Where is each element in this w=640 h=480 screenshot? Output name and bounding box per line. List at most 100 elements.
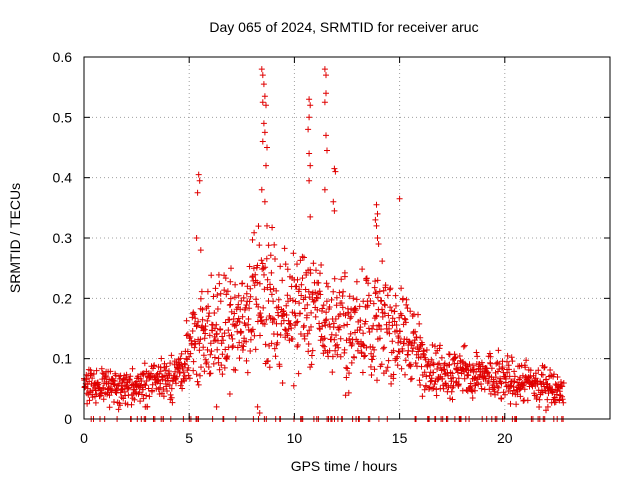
- data-point: [389, 338, 395, 344]
- data-point: [369, 357, 375, 363]
- data-point: [380, 346, 386, 352]
- data-point: [310, 348, 316, 354]
- data-point: [280, 380, 286, 386]
- data-point: [204, 318, 210, 324]
- data-point: [462, 343, 468, 349]
- data-point: [184, 318, 190, 324]
- data-point: [409, 348, 415, 354]
- data-point: [201, 368, 207, 374]
- data-point: [215, 306, 221, 312]
- data-point: [495, 347, 501, 353]
- data-point: [433, 386, 439, 392]
- y-tick-label: 0.4: [53, 170, 73, 186]
- data-point: [263, 102, 269, 108]
- data-point: [283, 327, 289, 333]
- data-point: [232, 367, 238, 373]
- data-point: [360, 330, 366, 336]
- data-point: [246, 316, 252, 322]
- data-point: [291, 383, 297, 389]
- data-point: [322, 99, 328, 105]
- data-point: [525, 397, 531, 403]
- data-point: [310, 260, 316, 266]
- data-point: [233, 322, 239, 328]
- data-point: [399, 366, 405, 372]
- data-point: [344, 322, 350, 328]
- data-point: [206, 313, 212, 319]
- data-point: [268, 270, 274, 276]
- data-point: [385, 364, 391, 370]
- data-point: [474, 353, 480, 359]
- data-point: [222, 365, 228, 371]
- data-point: [273, 353, 279, 359]
- data-point: [324, 280, 330, 286]
- data-point: [187, 375, 193, 381]
- data-point: [373, 289, 379, 295]
- data-point: [404, 297, 410, 303]
- data-point: [417, 377, 423, 383]
- data-point: [320, 342, 326, 348]
- data-point: [366, 292, 372, 298]
- data-point: [402, 316, 408, 322]
- data-point: [329, 369, 335, 375]
- y-tick-label: 0.2: [53, 290, 73, 306]
- data-point: [253, 346, 259, 352]
- data-point: [261, 120, 267, 126]
- data-point: [255, 404, 261, 410]
- data-point: [342, 274, 348, 280]
- data-point: [259, 66, 265, 72]
- data-point: [323, 132, 329, 138]
- data-point: [435, 362, 441, 368]
- data-point: [423, 373, 429, 379]
- data-point: [409, 376, 415, 382]
- data-point: [375, 235, 381, 241]
- data-point: [196, 382, 202, 388]
- data-point: [330, 199, 336, 205]
- data-point: [251, 333, 257, 339]
- data-point: [260, 305, 266, 311]
- data-point: [100, 370, 106, 376]
- data-point: [408, 376, 414, 382]
- data-point: [439, 355, 445, 361]
- data-point: [371, 347, 377, 353]
- data-point: [321, 302, 327, 308]
- data-point: [257, 281, 263, 287]
- data-point: [334, 295, 340, 301]
- data-point: [198, 296, 204, 302]
- data-point: [379, 258, 385, 264]
- data-point: [424, 347, 430, 353]
- data-point: [101, 396, 107, 402]
- data-point: [305, 348, 311, 354]
- x-tick-label: 0: [80, 430, 88, 446]
- x-tick-label: 10: [287, 430, 303, 446]
- data-point: [196, 347, 202, 353]
- data-point: [385, 292, 391, 298]
- data-point: [452, 351, 458, 357]
- data-point: [116, 406, 122, 412]
- data-point: [487, 351, 493, 357]
- data-point: [207, 352, 213, 358]
- data-point: [387, 285, 393, 291]
- data-point: [277, 263, 283, 269]
- data-point: [343, 365, 349, 371]
- data-point: [509, 354, 515, 360]
- data-point: [247, 348, 253, 354]
- data-point: [262, 129, 268, 135]
- data-point: [263, 341, 269, 347]
- data-point: [179, 386, 185, 392]
- data-point: [322, 66, 328, 72]
- data-point: [191, 359, 197, 365]
- data-point: [309, 361, 315, 367]
- data-point: [225, 327, 231, 333]
- data-point: [197, 178, 203, 184]
- data-point: [216, 272, 222, 278]
- data-point: [313, 314, 319, 320]
- y-axis-label: SRMTID / TECUs: [7, 183, 23, 293]
- data-point: [205, 289, 211, 295]
- data-point: [374, 223, 380, 229]
- data-point: [264, 145, 270, 151]
- data-point: [250, 237, 256, 243]
- data-point: [461, 344, 467, 350]
- data-point: [93, 400, 99, 406]
- data-point: [307, 214, 313, 220]
- data-point: [218, 298, 224, 304]
